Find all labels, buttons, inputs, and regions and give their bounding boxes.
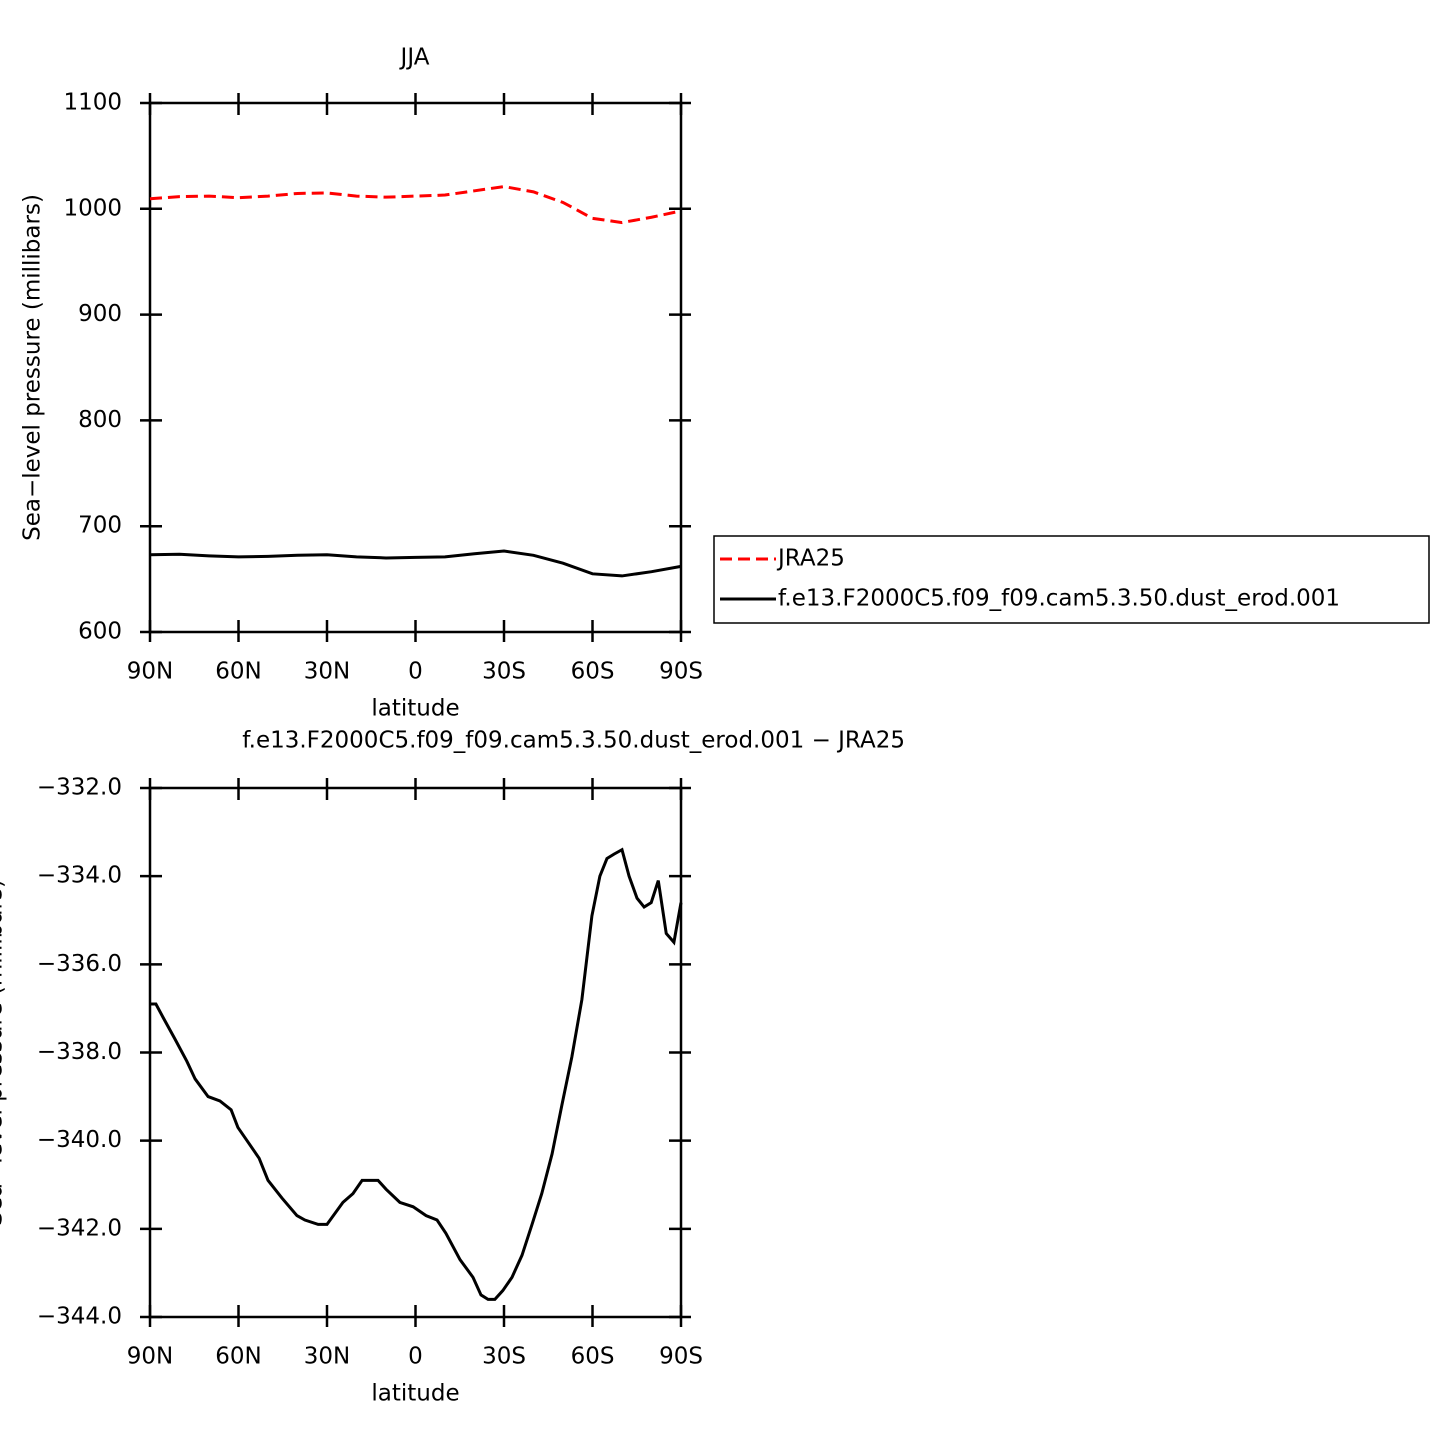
chart-title: f.e13.F2000C5.f09_f09.cam5.3.50.dust_ero… [242,728,905,754]
y-tick-label: −334.0 [37,863,122,889]
legend: JRA25 f.e13.F2000C5.f09_f09.cam5.3.50.dus… [713,535,1430,624]
x-tick-label: 30N [304,1344,350,1370]
y-tick-label: −340.0 [37,1127,122,1153]
data-line [149,185,682,225]
x-tick-label: 90S [659,1344,703,1370]
y-axis-label: Sea−level pressure (millibars) [0,879,8,1226]
x-tick-label: 60S [571,1344,615,1370]
legend-box [713,535,1430,624]
y-tick-label: −336.0 [37,951,122,977]
x-tick-label: 60N [215,659,261,685]
x-tick-label: 90N [127,1344,173,1370]
x-tick-label: 30S [482,659,526,685]
y-tick-label: −344.0 [37,1304,122,1330]
y-tick-label: 1100 [63,90,122,116]
x-tick-label: 90N [127,659,173,685]
y-tick-label: 700 [78,513,122,539]
y-tick-label: 600 [78,619,122,645]
x-tick-label: 0 [408,659,423,685]
y-tick-label: 800 [78,407,122,433]
plot-frame [148,786,683,1319]
y-tick-label: −338.0 [37,1039,122,1065]
y-tick-label: 900 [78,301,122,327]
y-tick-label: −342.0 [37,1215,122,1241]
x-tick-label: 60N [215,1344,261,1370]
chart-title: JJA [399,45,430,71]
x-tick-label: 30S [482,1344,526,1370]
chart-panel: JJA latitude Sea−level pressure (millibars… [20,45,1430,722]
x-axis-label: latitude [371,696,459,722]
x-tick-label: 30N [304,659,350,685]
legend-label: f.e13.F2000C5.f09_f09.cam5.3.50.dust_ero… [778,586,1340,612]
legend-label: JRA25 [776,546,845,572]
data-line [150,847,683,1301]
x-tick-label: 60S [571,659,615,685]
plot-frame [148,101,683,634]
data-line [149,549,682,578]
x-axis-label: latitude [371,1381,459,1407]
y-tick-label: 1000 [63,195,122,221]
x-tick-label: 90S [659,659,703,685]
y-tick-label: −332.0 [37,775,122,801]
chart-panel: f.e13.F2000C5.f09_f09.cam5.3.50.dust_ero… [0,728,905,1407]
x-tick-label: 0 [408,1344,423,1370]
y-axis-label: Sea−level pressure (millibars) [20,194,46,541]
